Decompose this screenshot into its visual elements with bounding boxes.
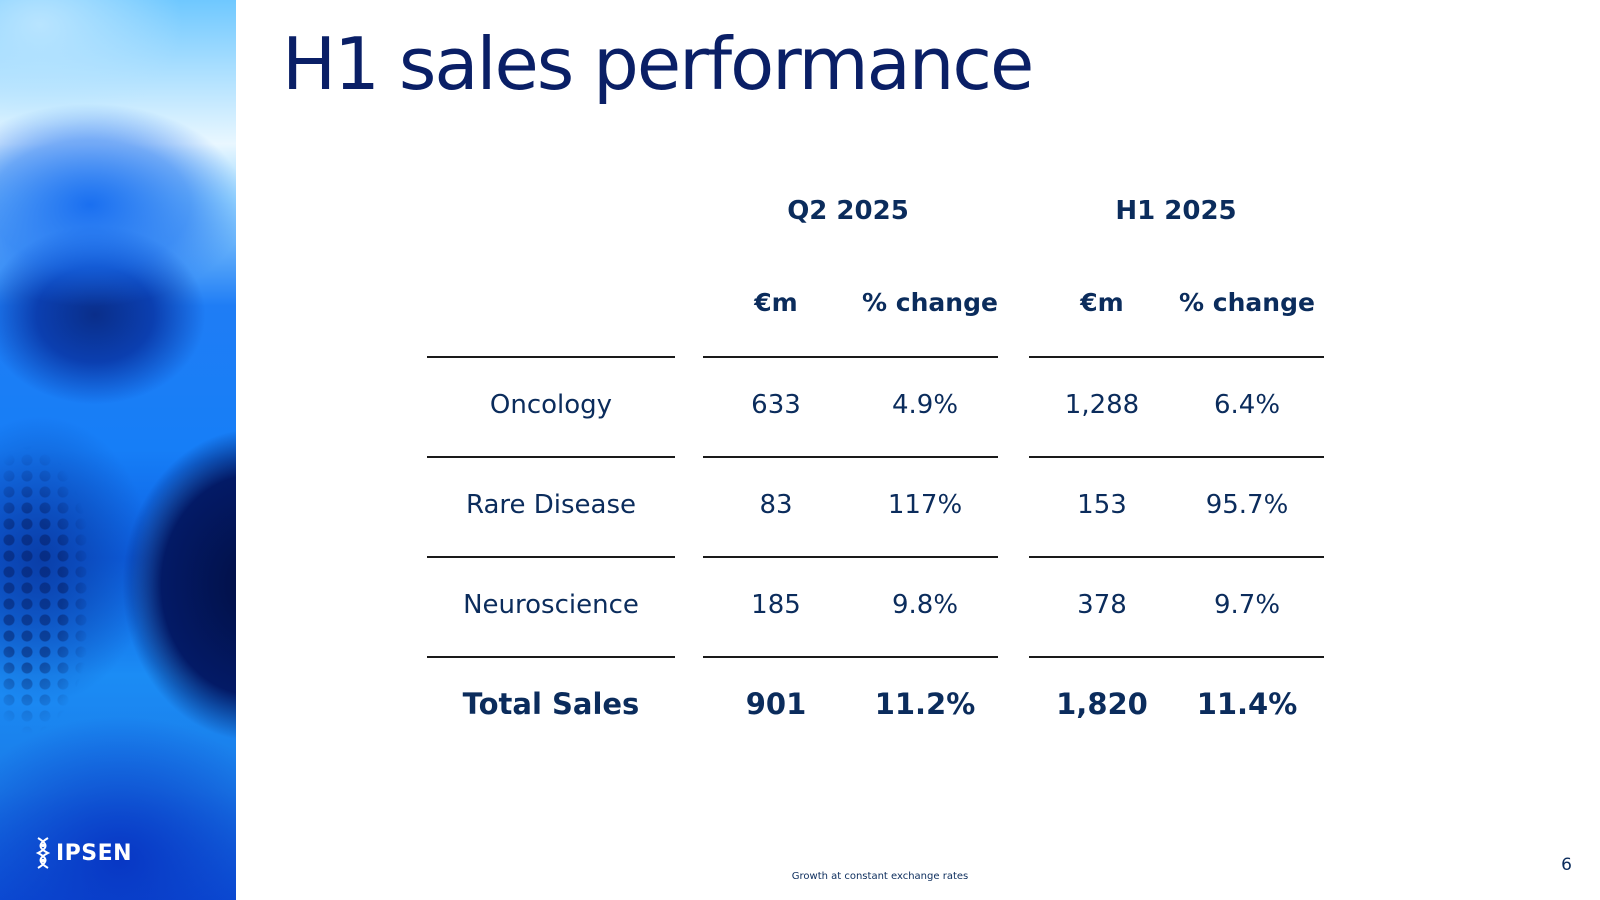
q2-eur-total: 901: [745, 687, 807, 721]
side-image-panel: IPSEN: [0, 0, 236, 900]
h1-eur-value: 1,288: [1064, 390, 1140, 420]
group-header-h1: H1 2025: [1115, 196, 1237, 226]
rule-divider: [703, 556, 998, 558]
h1-eur-value: 378: [1077, 590, 1127, 620]
rule-divider: [427, 556, 675, 558]
rule-divider: [427, 456, 675, 458]
q2-eur-value: 83: [759, 490, 793, 520]
col-header-h1-change: % change: [1179, 288, 1315, 317]
col-header-h1-eur: €m: [1080, 288, 1124, 317]
h1-eur-value: 153: [1077, 490, 1127, 520]
q2-eur-value: 633: [751, 390, 801, 420]
rule-divider: [703, 656, 998, 658]
rule-divider: [1029, 656, 1324, 658]
footnote: Growth at constant exchange rates: [791, 871, 969, 882]
q2-eur-value: 185: [751, 590, 801, 620]
rule-divider: [1029, 456, 1324, 458]
row-label-total: Total Sales: [462, 687, 640, 721]
rule-divider: [427, 656, 675, 658]
rule-divider: [703, 356, 998, 358]
q2-change-value: 9.8%: [891, 590, 959, 620]
h1-change-value: 9.7%: [1213, 590, 1281, 620]
h1-change-value: 95.7%: [1205, 490, 1289, 520]
q2-change-total: 11.2%: [874, 687, 976, 721]
q2-change-value: 4.9%: [891, 390, 959, 420]
logo-text: IPSEN: [56, 840, 133, 866]
texture-dots: [0, 420, 150, 780]
h1-change-total: 11.4%: [1196, 687, 1298, 721]
rule-divider: [1029, 556, 1324, 558]
page-number: 6: [1561, 855, 1572, 875]
col-header-q2-eur: €m: [754, 288, 798, 317]
row-label: Neuroscience: [463, 590, 639, 620]
ipsen-helix-icon: [35, 837, 51, 869]
row-label: Rare Disease: [465, 490, 637, 520]
col-header-q2-change: % change: [862, 288, 998, 317]
rule-divider: [1029, 356, 1324, 358]
rule-divider: [703, 456, 998, 458]
h1-eur-total: 1,820: [1056, 687, 1148, 721]
q2-change-value: 117%: [887, 490, 963, 520]
page-title: H1 sales performance: [282, 22, 1034, 106]
row-label: Oncology: [489, 390, 613, 420]
group-header-q2: Q2 2025: [787, 196, 909, 226]
rule-divider: [427, 356, 675, 358]
ipsen-logo: IPSEN: [34, 836, 132, 870]
h1-change-value: 6.4%: [1213, 390, 1281, 420]
